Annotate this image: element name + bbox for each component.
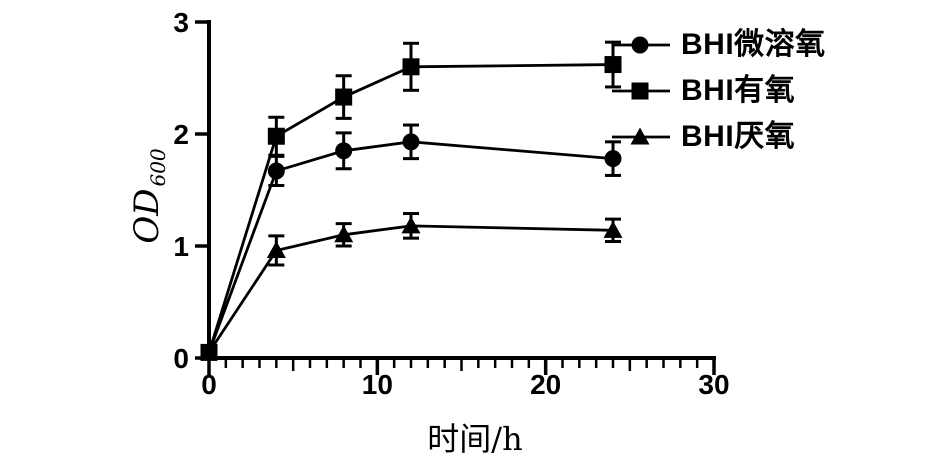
legend-item-anaerobic: BHI厌氧 (612, 114, 826, 160)
triangle-marker-icon (612, 127, 670, 145)
svg-text:10: 10 (362, 369, 393, 400)
svg-text:0: 0 (173, 343, 189, 374)
svg-text:1: 1 (173, 231, 189, 262)
legend-label-aerobic: BHI有氧 (681, 74, 796, 107)
svg-text:2: 2 (173, 119, 189, 150)
legend: BHI微溶氧 BHI有氧 BHI厌氧 (612, 22, 826, 160)
legend-item-microaerobic: BHI微溶氧 (612, 22, 826, 68)
svg-text:30: 30 (698, 369, 729, 400)
x-axis-label: 时间/h (427, 420, 523, 458)
svg-text:3: 3 (173, 7, 189, 38)
y-axis-label: OD 600 (127, 121, 175, 271)
y-axis-label-main: OD (127, 188, 167, 244)
legend-label-microaerobic: BHI微溶氧 (681, 28, 826, 61)
square-marker-icon (612, 82, 670, 100)
svg-text:0: 0 (201, 369, 217, 400)
svg-text:20: 20 (530, 369, 561, 400)
legend-label-anaerobic: BHI厌氧 (681, 120, 796, 153)
legend-item-aerobic: BHI有氧 (612, 68, 826, 114)
circle-marker-icon (612, 36, 670, 54)
y-axis-label-subscript: 600 (146, 148, 170, 187)
